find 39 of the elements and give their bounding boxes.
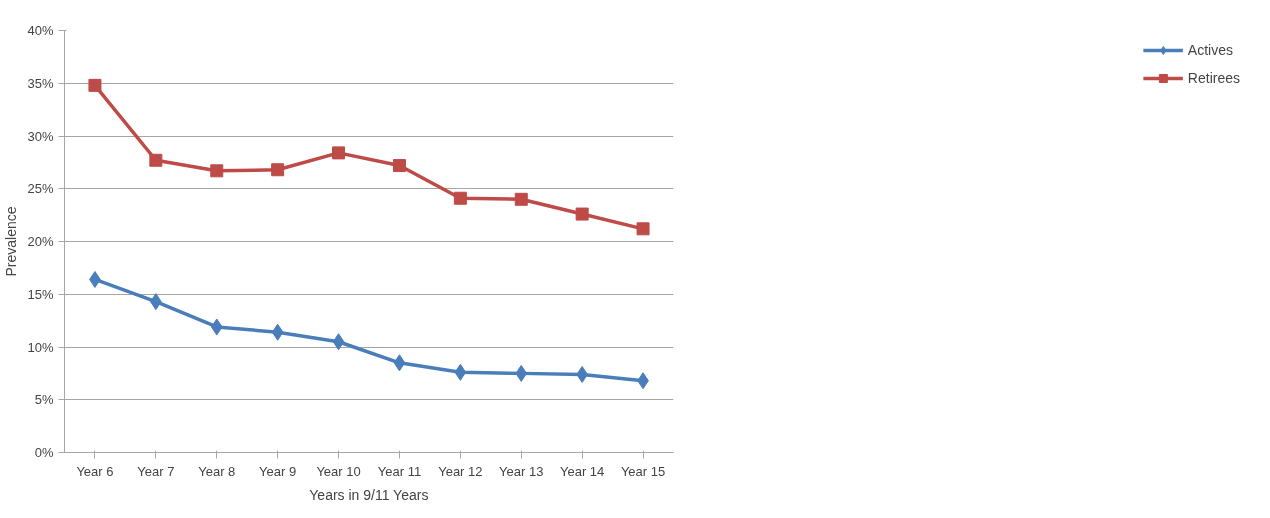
legend-label: Actives <box>1187 42 1233 58</box>
x-tick-label: Year 7 <box>137 463 175 479</box>
point <box>454 363 467 381</box>
y-tick-label: 15% <box>27 286 54 302</box>
y-tick-label: 0% <box>34 445 54 460</box>
x-tick-label: Year 9 <box>259 463 297 479</box>
point <box>393 354 406 372</box>
y-tick-label: 25% <box>27 181 54 197</box>
x-tick-label: Year 11 <box>377 463 422 479</box>
point <box>210 318 223 336</box>
x-tick-label: Year 10 <box>316 463 361 479</box>
point <box>575 207 589 221</box>
point <box>271 323 284 341</box>
y-tick-label: 5% <box>34 392 54 408</box>
point <box>515 364 528 382</box>
point <box>332 333 345 351</box>
y-tick-label: 20% <box>27 234 54 249</box>
y-tick-label: 30% <box>27 128 54 144</box>
point <box>392 159 406 173</box>
y-tick-label: 40% <box>27 23 54 38</box>
x-tick-label: Year 12 <box>438 463 483 479</box>
x-tick-label: Year 14 <box>559 463 605 479</box>
point <box>149 153 163 167</box>
y-axis-title: Prevalence <box>3 206 20 277</box>
point <box>271 163 285 177</box>
point <box>88 78 102 92</box>
x-tick-label: Year 13 <box>499 463 544 479</box>
point <box>453 191 467 205</box>
x-axis-title: Years in 9/11 Years <box>309 486 429 503</box>
point <box>514 192 528 206</box>
point <box>332 146 346 160</box>
point <box>636 222 650 236</box>
point <box>210 164 224 178</box>
x-tick-label: Year 15 <box>620 463 666 479</box>
y-tick-label: 35% <box>27 75 54 91</box>
x-tick-label: Year 6 <box>76 463 114 479</box>
y-tick-label: 10% <box>27 339 54 355</box>
legend-label: Retirees <box>1187 70 1240 86</box>
x-tick-label: Year 8 <box>198 463 236 479</box>
